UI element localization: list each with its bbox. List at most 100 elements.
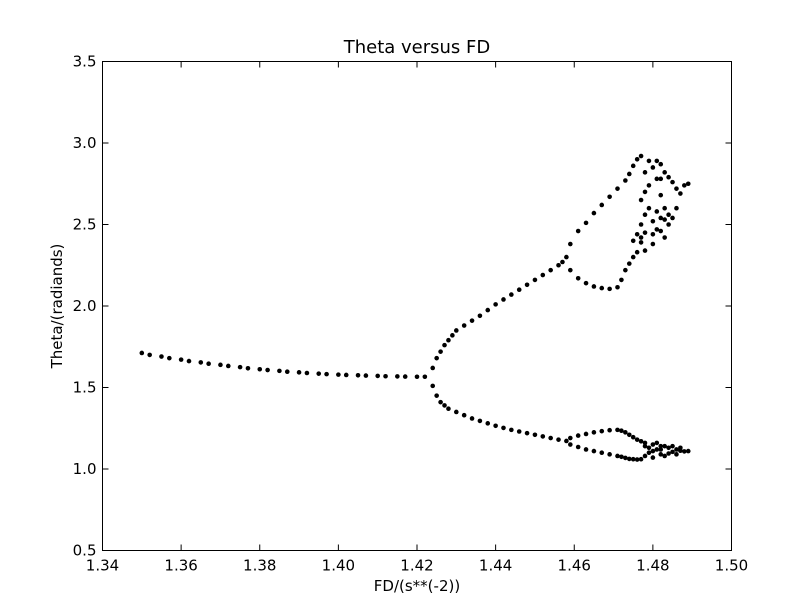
- x-tick-label: 1.48: [636, 557, 669, 575]
- data-point: [591, 210, 597, 216]
- data-point: [650, 218, 656, 224]
- data-point: [493, 302, 498, 307]
- data-point: [556, 262, 561, 268]
- data-point: [186, 358, 192, 364]
- data-point: [654, 227, 660, 232]
- data-point: [607, 452, 612, 457]
- data-point: [642, 443, 648, 449]
- data-point: [654, 158, 660, 164]
- data-point: [634, 157, 640, 162]
- data-point: [670, 215, 675, 221]
- data-point: [642, 248, 648, 253]
- data-point: [638, 197, 644, 203]
- data-point: [666, 445, 671, 451]
- data-point: [630, 434, 636, 440]
- data-point: [485, 307, 491, 313]
- data-point: [430, 383, 436, 389]
- data-point: [638, 235, 644, 240]
- data-point: [662, 235, 667, 240]
- y-tick-label: 3.5: [73, 53, 97, 71]
- data-point: [532, 277, 538, 283]
- data-point: [666, 222, 671, 227]
- data-point: [147, 352, 152, 358]
- data-point: [642, 212, 648, 218]
- data-point: [685, 181, 691, 187]
- data-point: [642, 189, 648, 195]
- x-tick-label: 1.40: [322, 557, 355, 575]
- y-tick-label: 2.5: [73, 216, 97, 234]
- data-point: [646, 183, 652, 188]
- data-point: [662, 205, 667, 211]
- data-point: [336, 372, 341, 377]
- data-point: [634, 249, 640, 255]
- data-point: [477, 418, 483, 424]
- y-tick-label: 1.5: [73, 379, 97, 397]
- data-point: [642, 230, 648, 235]
- data-point: [646, 158, 652, 164]
- data-point: [167, 355, 172, 361]
- data-point: [619, 277, 624, 283]
- data-point: [630, 254, 636, 260]
- data-point: [591, 284, 597, 289]
- y-tick-label: 2.0: [73, 297, 97, 315]
- data-point: [599, 285, 605, 291]
- data-point: [524, 430, 530, 436]
- data-point: [666, 212, 671, 218]
- data-point: [556, 437, 561, 442]
- data-point: [626, 171, 632, 177]
- data-point: [623, 178, 628, 183]
- data-point: [516, 287, 522, 293]
- data-point: [591, 448, 597, 454]
- data-points: [139, 153, 691, 462]
- data-point: [630, 456, 636, 462]
- data-point: [634, 457, 640, 462]
- data-point: [623, 267, 628, 273]
- data-point: [658, 192, 664, 198]
- data-point: [422, 374, 428, 380]
- data-point: [682, 449, 687, 454]
- y-tick-label: 1.0: [73, 460, 97, 478]
- x-tick-label: 1.34: [86, 557, 119, 575]
- data-point: [265, 367, 270, 373]
- data-point: [662, 170, 667, 175]
- data-point: [568, 241, 573, 247]
- data-point: [469, 416, 475, 421]
- data-point: [430, 365, 436, 371]
- data-point: [402, 374, 408, 379]
- data-point: [638, 438, 644, 444]
- x-tick-label: 1.38: [243, 557, 276, 575]
- data-point: [650, 231, 656, 237]
- data-point: [226, 363, 231, 369]
- data-point: [654, 447, 660, 452]
- data-point: [658, 443, 664, 449]
- data-point: [650, 241, 656, 247]
- data-point: [245, 365, 251, 371]
- data-point: [654, 440, 660, 446]
- data-point: [564, 438, 569, 444]
- data-point: [615, 284, 620, 290]
- y-tick-label: 0.5: [73, 542, 97, 560]
- data-point: [206, 361, 211, 367]
- data-point: [658, 447, 664, 452]
- data-point: [442, 403, 447, 408]
- data-point: [615, 427, 620, 433]
- data-point: [237, 364, 243, 370]
- data-point: [682, 183, 687, 188]
- data-point: [591, 430, 597, 435]
- x-axis: 1.34 1.36 1.38 1.40 1.42 1.44 1.46 1.48 1.50: [86, 61, 748, 575]
- x-tick-label: 1.36: [164, 557, 197, 575]
- data-point: [375, 373, 380, 379]
- data-point: [450, 333, 455, 338]
- data-point: [685, 448, 691, 454]
- data-point: [560, 259, 565, 265]
- data-point: [540, 272, 546, 278]
- data-point: [658, 161, 664, 167]
- data-point: [619, 454, 624, 460]
- data-point: [583, 220, 589, 226]
- data-point: [642, 170, 648, 175]
- data-point: [626, 456, 632, 462]
- data-point: [304, 370, 310, 376]
- data-point: [509, 292, 514, 297]
